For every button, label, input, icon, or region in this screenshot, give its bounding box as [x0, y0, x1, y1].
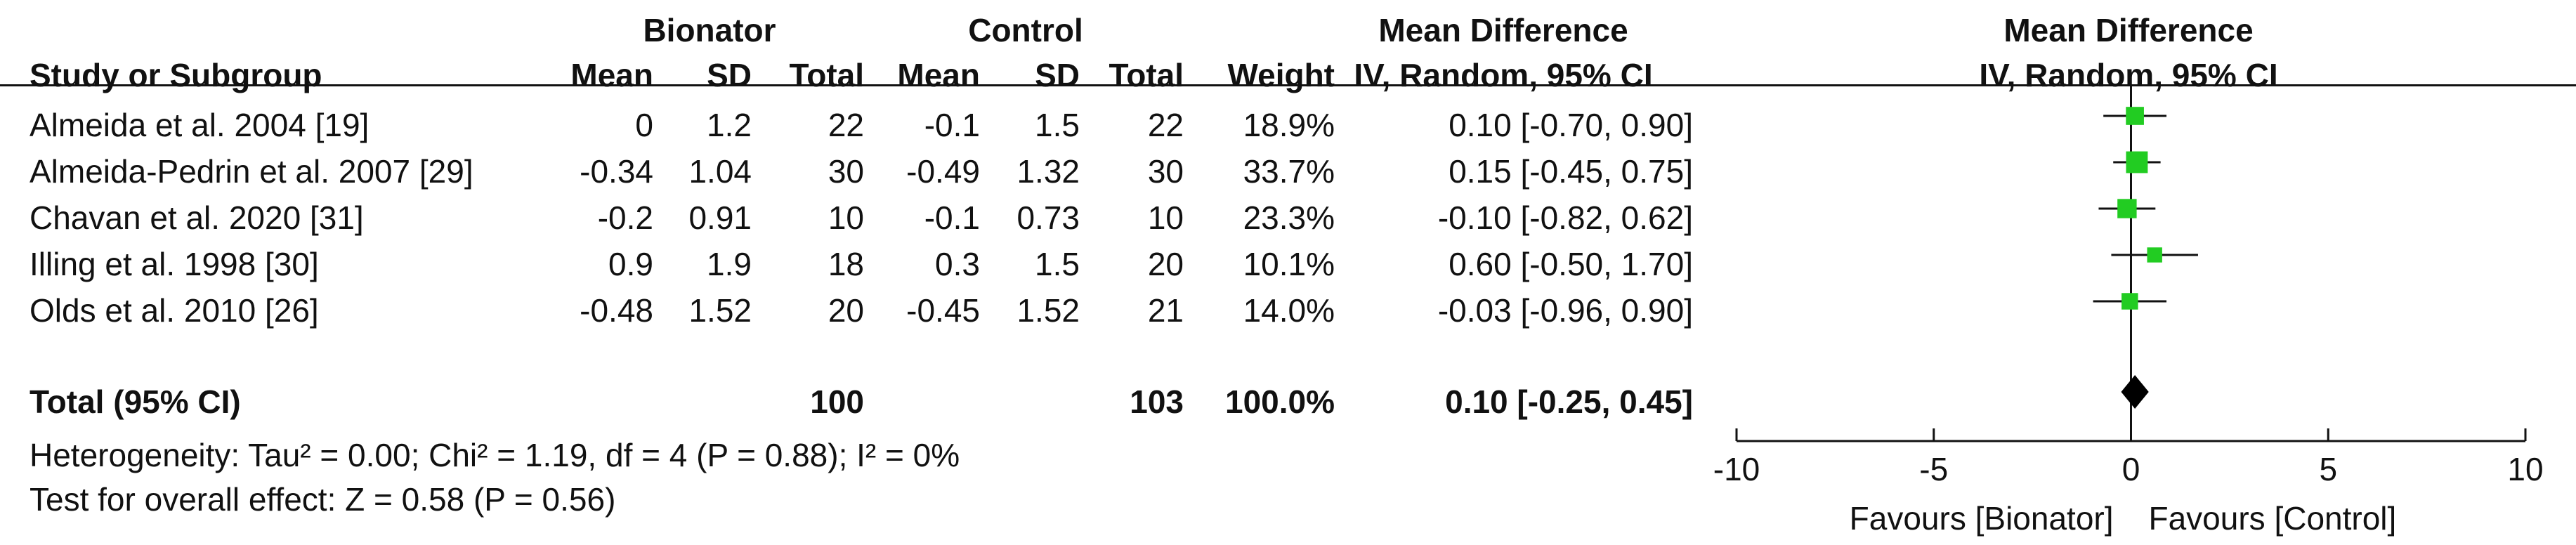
ci-cell: 0.10 [-0.70, 0.90] — [1449, 107, 1693, 143]
total2-cell: 10 — [1147, 199, 1184, 236]
mean2-cell: -0.1 — [924, 199, 980, 236]
x-tick-label: 0 — [2122, 451, 2140, 487]
sd1-cell: 1.9 — [707, 246, 752, 282]
ci-cell: -0.03 [-0.96, 0.90] — [1437, 292, 1693, 329]
mean1-cell: 0.9 — [608, 246, 653, 282]
sd2-cell: 1.32 — [1016, 153, 1080, 190]
effect-marker — [2126, 107, 2144, 125]
mean2-cell: -0.1 — [924, 107, 980, 143]
study-name: Almeida et al. 2004 [19] — [30, 107, 370, 143]
mean2-cell: -0.45 — [906, 292, 980, 329]
total1-cell: 10 — [828, 199, 864, 236]
favours-left-label: Favours [Bionator] — [1850, 500, 2114, 537]
mean2-cell: 0.3 — [935, 246, 980, 282]
total1-cell: 20 — [828, 292, 864, 329]
sd1-cell: 1.04 — [688, 153, 752, 190]
total2-cell: 21 — [1147, 292, 1184, 329]
group2-header: Control — [968, 12, 1083, 48]
mean1-cell: 0 — [635, 107, 653, 143]
total1-cell: 100 — [810, 383, 864, 420]
x-tick-label: -5 — [1919, 451, 1948, 487]
pooled-diamond — [2121, 375, 2149, 409]
sd2-cell: 0.73 — [1016, 199, 1080, 236]
effect-marker — [2126, 151, 2148, 173]
plot-title: Mean Difference — [2003, 12, 2254, 48]
weight-cell: 14.0% — [1243, 292, 1335, 329]
total2-cell: 103 — [1130, 383, 1184, 420]
overall-effect-text: Test for overall effect: Z = 0.58 (P = 0… — [30, 481, 616, 518]
header-rule — [0, 84, 2576, 86]
total2-cell: 30 — [1147, 153, 1184, 190]
sd1-cell: 1.52 — [688, 292, 752, 329]
study-name: Illing et al. 1998 [30] — [30, 246, 319, 282]
effect-marker — [2147, 247, 2162, 263]
weight-cell: 23.3% — [1243, 199, 1335, 236]
group1-header: Bionator — [643, 12, 776, 48]
mean2-cell: -0.49 — [906, 153, 980, 190]
study-name: Olds et al. 2010 [26] — [30, 292, 319, 329]
mean1-cell: -0.34 — [580, 153, 653, 190]
effect-marker — [2121, 293, 2138, 310]
weight-cell: 10.1% — [1243, 246, 1335, 282]
sd2-cell: 1.52 — [1016, 292, 1080, 329]
total-ci-cell: 0.10 [-0.25, 0.45] — [1445, 383, 1693, 420]
study-name: Chavan et al. 2020 [31] — [30, 199, 364, 236]
x-tick-label: 5 — [2319, 451, 2337, 487]
sd1-cell: 1.2 — [707, 107, 752, 143]
ci-cell: 0.60 [-0.50, 1.70] — [1449, 246, 1693, 282]
x-tick-label: -10 — [1713, 451, 1760, 487]
mean1-cell: -0.48 — [580, 292, 653, 329]
mean1-cell: -0.2 — [597, 199, 653, 236]
total1-cell: 18 — [828, 246, 864, 282]
sd2-cell: 1.5 — [1035, 246, 1080, 282]
total2-cell: 22 — [1147, 107, 1184, 143]
x-tick-label: 10 — [2507, 451, 2543, 487]
weight-cell: 33.7% — [1243, 153, 1335, 190]
favours-right-label: Favours [Control] — [2149, 500, 2397, 537]
total-weight-cell: 100.0% — [1224, 383, 1335, 420]
study-name: Almeida-Pedrin et al. 2007 [29] — [30, 153, 473, 190]
md-column-title: Mean Difference — [1378, 12, 1628, 48]
total-label: Total (95% CI) — [30, 383, 241, 420]
effect-marker — [2117, 199, 2137, 218]
total1-cell: 30 — [828, 153, 864, 190]
sd1-cell: 0.91 — [688, 199, 752, 236]
total1-cell: 22 — [828, 107, 864, 143]
weight-cell: 18.9% — [1243, 107, 1335, 143]
sd2-cell: 1.5 — [1035, 107, 1080, 143]
ci-cell: 0.15 [-0.45, 0.75] — [1449, 153, 1693, 190]
heterogeneity-text: Heterogeneity: Tau² = 0.00; Chi² = 1.19,… — [30, 437, 960, 473]
ci-cell: -0.10 [-0.82, 0.62] — [1437, 199, 1693, 236]
total2-cell: 20 — [1147, 246, 1184, 282]
